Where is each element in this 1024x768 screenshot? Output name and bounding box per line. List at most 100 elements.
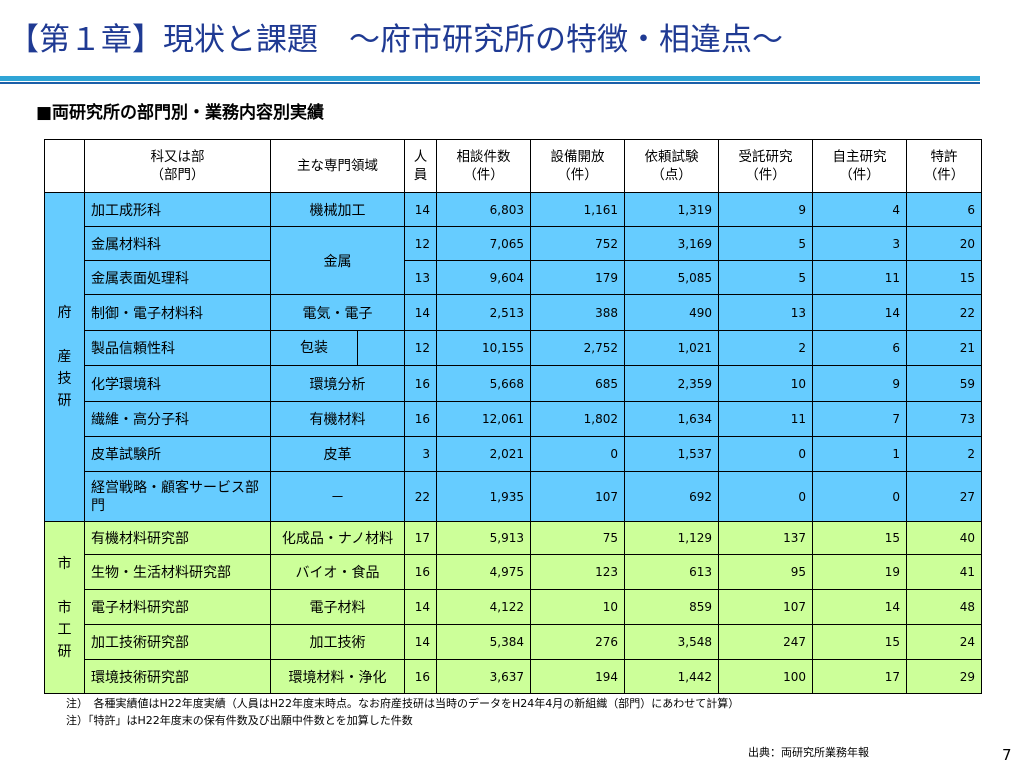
patent-cell: 40 <box>906 521 982 555</box>
test-cell: 3,169 <box>624 226 719 261</box>
header-dept-line2: （部門） <box>150 167 205 183</box>
own-cell: 17 <box>812 659 907 694</box>
equip-cell: 10 <box>530 589 625 625</box>
own-cell: 1 <box>812 436 907 472</box>
field-cell: 化成品・ナノ材料 <box>270 521 405 555</box>
page-number: 7 <box>1002 746 1012 764</box>
patent-cell: 59 <box>906 365 982 402</box>
consult-cell: 10,155 <box>436 330 531 366</box>
staff-cell: 16 <box>404 659 437 694</box>
dept-cell: 化学環境科 <box>84 365 271 402</box>
footnote: 注）「特許」はH22年度末の保有件数及び出願中件数とを加算した件数 <box>66 714 413 727</box>
header-contract: 受託研究 （件） <box>718 139 813 193</box>
consult-cell: 12,061 <box>436 401 531 437</box>
equip-cell: 194 <box>530 659 625 694</box>
table-row: 制御・電子材料科 電気・電子 14 2,513 388 490 13 14 22 <box>45 294 982 331</box>
own-cell: 6 <box>812 330 907 366</box>
field-cell: 皮革 <box>270 436 405 472</box>
dept-cell: 製品信頼性科 <box>84 330 271 366</box>
contract-cell: 5 <box>718 260 813 295</box>
equip-cell: 75 <box>530 521 625 555</box>
packaging-label: 包装 <box>300 340 328 356</box>
field-cell: 加工技術 <box>270 624 405 660</box>
field-cell: 有機材料 <box>270 401 405 437</box>
header-test-line1: 依頼試験 <box>644 149 699 165</box>
header-dept-line1: 科又は部 <box>150 149 205 165</box>
own-cell: 14 <box>812 294 907 331</box>
header-equip: 設備開放 （件） <box>530 139 625 193</box>
equip-cell: 276 <box>530 624 625 660</box>
header-own-line1: 自主研究 <box>832 149 887 165</box>
staff-cell: 14 <box>404 192 437 227</box>
contract-cell: 0 <box>718 436 813 472</box>
contract-cell: 5 <box>718 226 813 261</box>
consult-cell: 5,384 <box>436 624 531 660</box>
patent-cell: 2 <box>906 436 982 472</box>
field-cell: 電子材料 <box>270 589 405 625</box>
patent-cell: 29 <box>906 659 982 694</box>
dept-cell: 金属材料科 <box>84 226 271 261</box>
test-cell: 1,537 <box>624 436 719 472</box>
own-cell: 9 <box>812 365 907 402</box>
header-contract-line1: 受託研究 <box>738 149 793 165</box>
contract-cell: 10 <box>718 365 813 402</box>
own-cell: 15 <box>812 624 907 660</box>
header-patent: 特許 （件） <box>906 139 982 193</box>
field-cell: 金属 <box>270 226 405 295</box>
patent-cell: 73 <box>906 401 982 437</box>
consult-cell: 2,021 <box>436 436 531 472</box>
contract-cell: 247 <box>718 624 813 660</box>
header-patent-line1: 特許 <box>930 149 958 165</box>
table-row: 生物・生活材料研究部 バイオ・食品 16 4,975 123 613 95 19… <box>45 554 982 590</box>
staff-cell: 17 <box>404 521 437 555</box>
equip-cell: 107 <box>530 471 625 522</box>
table-row: 皮革試験所 皮革 3 2,021 0 1,537 0 1 2 <box>45 436 982 472</box>
institution-char: 研 <box>57 643 72 660</box>
staff-cell: 14 <box>404 589 437 625</box>
header-institution <box>44 139 85 193</box>
table-row: 金属表面処理科 13 9,604 179 5,085 5 11 15 <box>45 260 982 295</box>
title-rule-top <box>0 76 980 81</box>
field-cell: 環境分析 <box>270 365 405 402</box>
patent-cell: 41 <box>906 554 982 590</box>
dept-cell: 経営戦略・顧客サービス部門 <box>84 471 271 522</box>
own-cell: 19 <box>812 554 907 590</box>
section-heading: ■両研究所の部門別・業務内容別実績 <box>36 103 325 123</box>
table-row: 府 産 技 研 加工成形科 機械加工 14 6,803 1,161 1,319 … <box>44 192 982 522</box>
equip-cell: 0 <box>530 436 625 472</box>
contract-cell: 0 <box>718 471 813 522</box>
header-test-line2: （点） <box>651 167 692 183</box>
header-own-line2: （件） <box>839 167 880 183</box>
table-row: 市 市 工 研 有機材料研究部 化成品・ナノ材料 17 5,913 75 1,1… <box>44 521 982 694</box>
field-cell: 環境材料・浄化 <box>270 659 405 694</box>
contract-cell: 137 <box>718 521 813 555</box>
patent-cell: 21 <box>906 330 982 366</box>
header-equip-line1: 設備開放 <box>550 149 605 165</box>
own-cell: 4 <box>812 192 907 227</box>
header-test: 依頼試験 （点） <box>624 139 719 193</box>
equip-cell: 388 <box>530 294 625 331</box>
consult-cell: 4,122 <box>436 589 531 625</box>
contract-cell: 9 <box>718 192 813 227</box>
dept-cell: 加工成形科 <box>84 192 271 227</box>
contract-cell: 2 <box>718 330 813 366</box>
packaging-box: 包装 <box>272 331 358 365</box>
test-cell: 1,319 <box>624 192 719 227</box>
staff-cell: 22 <box>404 471 437 522</box>
staff-cell: 16 <box>404 401 437 437</box>
institution-char: 市 <box>57 555 72 572</box>
patent-cell: 27 <box>906 471 982 522</box>
header-staff-line1: 人 <box>413 149 428 165</box>
test-cell: 613 <box>624 554 719 590</box>
header-consult: 相談件数 （件） <box>436 139 531 193</box>
footnote: 注） 各種実績値はH22年度実績（人員はH22年度末時点。なお府産技研は当時のデ… <box>66 697 740 710</box>
equip-cell: 2,752 <box>530 330 625 366</box>
staff-cell: 14 <box>404 294 437 331</box>
institution-char: 市 <box>57 599 72 616</box>
own-cell: 7 <box>812 401 907 437</box>
dept-cell: 皮革試験所 <box>84 436 271 472</box>
results-table: 科又は部 （部門） 主な専門領域 人員 相談件数 （件） 設備開放 （件） 依頼試験 （… <box>44 139 982 694</box>
own-cell: 15 <box>812 521 907 555</box>
institution-char: 府 <box>57 305 72 321</box>
consult-cell: 9,604 <box>436 260 531 295</box>
